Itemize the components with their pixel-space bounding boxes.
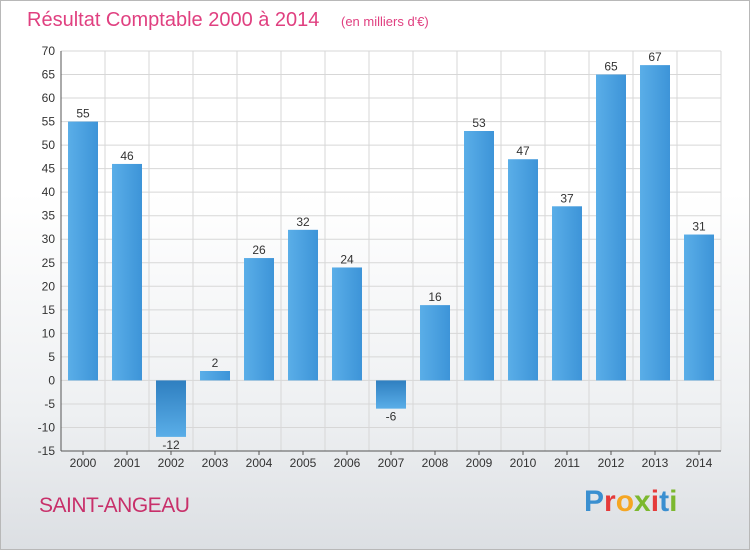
data-label-2003: 2 bbox=[212, 356, 219, 370]
data-label-2004: 26 bbox=[252, 243, 266, 257]
bar-2008 bbox=[420, 305, 450, 381]
x-tick-label-2000: 2000 bbox=[70, 456, 97, 470]
y-tick-label: 20 bbox=[42, 279, 56, 293]
y-tick-label: -10 bbox=[38, 420, 56, 434]
x-tick-label-2003: 2003 bbox=[202, 456, 229, 470]
x-tick-label-2005: 2005 bbox=[290, 456, 317, 470]
data-label-2005: 32 bbox=[296, 215, 310, 229]
bar-2006 bbox=[332, 267, 362, 381]
axis-layer: -15 -10 -5 0 5 10 15 20 25 30 35 40 45 50 55 60 65 70 2000… bbox=[38, 44, 721, 470]
proxiti-logo: Proxiti bbox=[584, 485, 677, 519]
data-label-2009: 53 bbox=[472, 116, 486, 130]
bar-2001 bbox=[112, 163, 142, 381]
data-label-2011: 37 bbox=[560, 191, 574, 205]
bar-2004 bbox=[244, 258, 274, 381]
commune-name: SAINT-ANGEAU bbox=[39, 494, 190, 517]
y-tick-label: -15 bbox=[38, 444, 56, 458]
x-tick-label-2011: 2011 bbox=[554, 456, 580, 470]
bars-layer bbox=[68, 65, 714, 437]
bar-2009 bbox=[464, 131, 494, 381]
x-tick-label-2004: 2004 bbox=[246, 456, 273, 470]
y-tick-label: 25 bbox=[42, 256, 56, 270]
x-tick-label-2001: 2001 bbox=[114, 456, 141, 470]
data-label-2006: 24 bbox=[340, 252, 354, 266]
data-label-2001: 46 bbox=[120, 149, 134, 163]
y-tick-label: 40 bbox=[42, 185, 56, 199]
logo-letter: o bbox=[615, 485, 635, 518]
logo-letter: i bbox=[650, 485, 660, 518]
y-tick-label: 35 bbox=[42, 209, 56, 223]
y-tick-label: 15 bbox=[42, 303, 56, 317]
data-label-2012: 65 bbox=[604, 60, 618, 74]
x-tick-label-2010: 2010 bbox=[510, 456, 537, 470]
logo-letter: t bbox=[659, 485, 670, 518]
data-label-2014: 31 bbox=[692, 220, 706, 234]
y-tick-label: 30 bbox=[42, 232, 56, 246]
chart-subtitle: (en milliers d'€) bbox=[341, 14, 429, 29]
y-tick-label: 10 bbox=[42, 326, 56, 340]
y-tick-label: 55 bbox=[42, 115, 56, 129]
y-tick-label: 50 bbox=[42, 138, 56, 152]
y-tick-label: 0 bbox=[48, 373, 55, 387]
labels-layer: 55 46 -12 2 26 32 24 -6 16 53 47 37 65 67 31 bbox=[76, 50, 706, 452]
logo-letter: i bbox=[669, 485, 678, 518]
y-tick-label: 70 bbox=[42, 44, 56, 58]
x-tick-label-2014: 2014 bbox=[686, 456, 713, 470]
x-tick-label-2007: 2007 bbox=[378, 456, 405, 470]
data-label-2000: 55 bbox=[76, 107, 90, 121]
data-label-2010: 47 bbox=[516, 144, 530, 158]
bar-2000 bbox=[68, 121, 98, 381]
x-tick-label-2013: 2013 bbox=[642, 456, 669, 470]
y-tick-label: 60 bbox=[42, 91, 56, 105]
y-tick-label: 45 bbox=[42, 162, 56, 176]
logo-letter: x bbox=[634, 485, 651, 518]
logo-letter: r bbox=[604, 485, 616, 518]
bar-2011 bbox=[552, 206, 582, 381]
logo-letter: P bbox=[584, 485, 605, 518]
chart-title: Résultat Comptable 2000 à 2014 bbox=[27, 9, 319, 31]
y-tick-label: 5 bbox=[48, 350, 55, 364]
data-label-2007: -6 bbox=[386, 410, 397, 424]
bar-2010 bbox=[508, 159, 538, 381]
bar-2003 bbox=[200, 371, 230, 381]
x-tick-label-2009: 2009 bbox=[466, 456, 493, 470]
bar-2005 bbox=[288, 229, 318, 381]
x-tick-label-2002: 2002 bbox=[158, 456, 185, 470]
x-tick-label-2006: 2006 bbox=[334, 456, 361, 470]
data-label-2013: 67 bbox=[648, 50, 662, 64]
y-tick-label: -5 bbox=[44, 397, 55, 411]
y-tick-label: 65 bbox=[42, 68, 56, 82]
data-label-2002: -12 bbox=[162, 438, 180, 452]
x-tick-label-2008: 2008 bbox=[422, 456, 449, 470]
bar-2002 bbox=[156, 380, 186, 437]
bar-2007 bbox=[376, 380, 406, 409]
x-tick-label-2012: 2012 bbox=[598, 456, 625, 470]
bar-2012 bbox=[596, 74, 626, 381]
bar-2014 bbox=[684, 234, 714, 381]
data-label-2008: 16 bbox=[428, 290, 442, 304]
bar-2013 bbox=[640, 65, 670, 381]
